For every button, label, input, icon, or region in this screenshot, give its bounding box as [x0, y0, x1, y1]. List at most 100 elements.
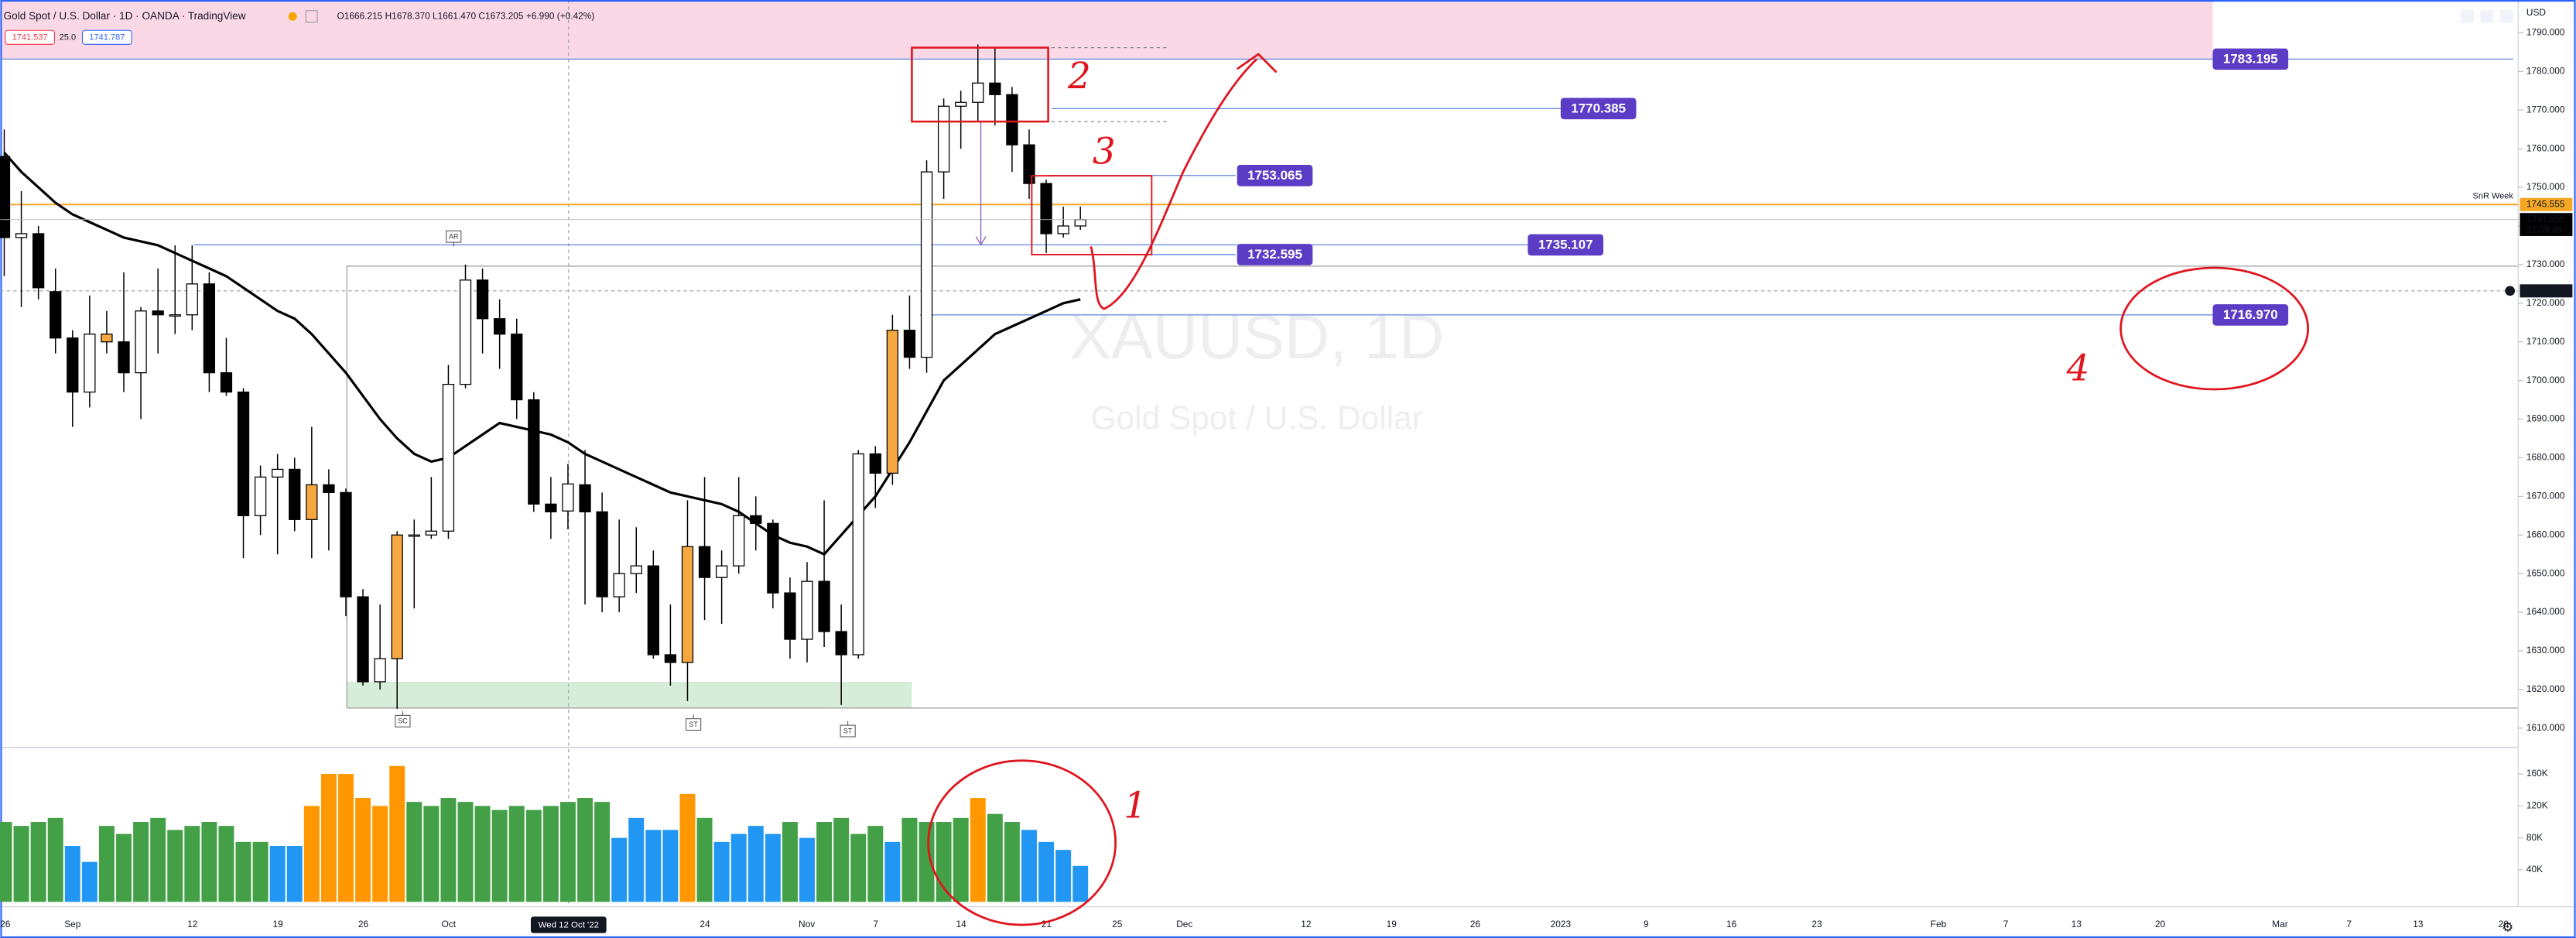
volume-bar	[919, 822, 935, 902]
x-tick-label: 25	[1112, 919, 1123, 929]
y-tick-label: 1610.000	[2526, 722, 2565, 733]
volume-bar	[594, 802, 611, 902]
volume-bar	[320, 774, 337, 902]
event-marker-label: ST	[689, 721, 698, 728]
annotation-text: 2	[1067, 56, 1091, 98]
level-label-box	[1527, 234, 1604, 256]
candle-body	[135, 310, 147, 374]
volume-bar	[577, 798, 594, 902]
y-tick-label: 1620.000	[2526, 683, 2565, 694]
volume-bar	[611, 837, 628, 902]
volume-bar	[355, 798, 371, 902]
volume-bar	[338, 774, 354, 902]
candle-body	[647, 565, 659, 656]
volume-bar	[850, 834, 867, 902]
volume-bar	[1055, 850, 1072, 902]
volume-bar	[1038, 841, 1055, 902]
x-tick-label: 26	[358, 919, 369, 929]
candle-body	[733, 515, 745, 567]
sell-button[interactable]	[5, 29, 55, 45]
candle-body	[1057, 225, 1069, 234]
level-label-box	[1237, 164, 1313, 187]
volume-bar	[47, 817, 63, 902]
settings-icon[interactable]: ⚙	[2502, 920, 2513, 935]
y-tick-label: 1630.000	[2526, 645, 2565, 656]
candle-body	[528, 399, 540, 505]
candle-body	[613, 573, 625, 597]
volume-bar	[816, 822, 833, 902]
level-label: 1716.970	[2223, 307, 2278, 322]
candle-body	[442, 383, 455, 532]
candle-body	[494, 318, 506, 335]
x-tick-label: 14	[956, 919, 966, 929]
demand-zone	[347, 681, 912, 708]
volume-tick-label: 120K	[2526, 799, 2548, 810]
event-marker-label: SC	[398, 717, 408, 725]
candle-body	[237, 391, 250, 516]
volume-bar	[406, 802, 422, 902]
last-price-box	[2520, 213, 2573, 236]
volume-bar	[269, 845, 286, 902]
volume-bar	[679, 793, 696, 902]
crosshair-time-box	[530, 916, 607, 933]
volume-bar	[713, 841, 730, 902]
volume-bar	[1004, 822, 1020, 902]
candle-body	[715, 565, 728, 578]
level-label: 1783.195	[2223, 52, 2278, 67]
volume-bar	[525, 810, 542, 902]
x-tick-label: 19	[1387, 919, 1397, 929]
level-label: 1732.595	[1247, 247, 1302, 262]
candle-body	[408, 534, 420, 537]
annotation-text: 3	[1093, 132, 1116, 173]
volume-bar	[81, 861, 97, 902]
candle-body	[869, 453, 881, 474]
volume-bar	[235, 841, 251, 902]
y-tick-label: 1690.000	[2526, 413, 2565, 424]
candle-body	[101, 334, 113, 343]
x-tick-label: 13	[2413, 919, 2424, 929]
volume-bar	[1021, 830, 1037, 902]
candle-body	[459, 279, 472, 385]
volume-bar	[696, 817, 713, 902]
volume-tick-label: 40K	[2526, 864, 2543, 875]
volume-bar	[474, 806, 491, 902]
buy-button[interactable]	[81, 29, 132, 45]
candle-body	[357, 596, 369, 683]
candle-body	[15, 233, 28, 238]
level-label: 1753.065	[1247, 168, 1302, 183]
candle-body	[630, 565, 642, 574]
snr-axis-box	[2520, 197, 2573, 211]
x-tick-label: 19	[272, 919, 283, 929]
candle-body	[955, 101, 967, 107]
candle-body	[118, 341, 130, 374]
sell-price: 1741.537	[12, 33, 48, 43]
candle-body	[323, 484, 335, 494]
ohlc-values: O1666.215 H1678.370 L1661.470 C1673.205 …	[337, 10, 595, 21]
candle-body	[272, 468, 284, 478]
candle-body	[203, 283, 216, 374]
x-tick-label: 23	[1811, 919, 1822, 929]
volume-bar	[645, 830, 662, 902]
volume-bar	[0, 822, 12, 902]
volume-bar	[833, 817, 850, 902]
candle-body	[579, 484, 591, 512]
toolbar-button[interactable]	[2480, 9, 2494, 23]
level-label-box	[2212, 48, 2289, 70]
candle-body	[306, 484, 318, 520]
candle-body	[545, 503, 557, 512]
x-tick-label: 12	[187, 919, 197, 929]
watermark-subtitle: Gold Spot / U.S. Dollar	[1091, 400, 1423, 436]
toolbar-button[interactable]	[2461, 9, 2475, 23]
toolbar-button[interactable]	[2499, 9, 2513, 23]
candle-body	[784, 592, 796, 640]
volume-bar	[201, 822, 217, 902]
candle-body	[374, 658, 386, 683]
volume-bar	[457, 802, 474, 902]
volume-bar	[782, 822, 798, 902]
level-label-box	[2212, 304, 2289, 326]
moving-average	[3, 152, 1081, 556]
candle-body	[937, 105, 950, 173]
status-dot	[288, 12, 297, 21]
event-marker-label: ST	[843, 727, 853, 734]
